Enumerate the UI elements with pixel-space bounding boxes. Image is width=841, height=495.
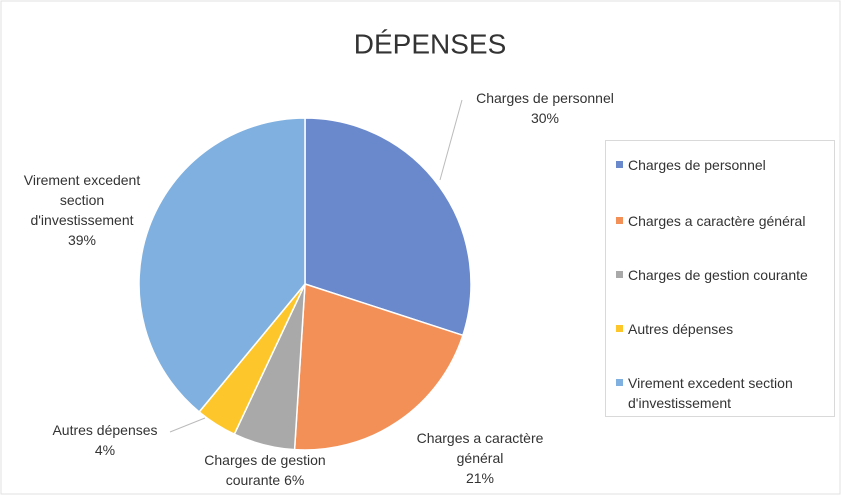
pie-slice (138, 117, 306, 413)
data-label: Virement excedent section d'investisseme… (17, 170, 147, 250)
data-label-name: Virement excedent section d'investisseme… (23, 172, 141, 228)
legend-item: Autres dépenses (616, 319, 831, 339)
legend-item: Virement excedent section d'investisseme… (616, 373, 831, 413)
data-label: Charges a caractère général 21% (410, 428, 550, 488)
legend-swatch (616, 379, 623, 386)
pie-slice (293, 282, 464, 451)
data-label-value: 21% (465, 470, 495, 486)
leader-line (169, 417, 206, 433)
legend-swatch (616, 161, 623, 168)
legend-swatch (616, 325, 623, 332)
legend-item: Charges de gestion courante (616, 265, 831, 285)
data-label: Autres dépenses 4% (40, 420, 170, 460)
data-label-name: Charges a caractère général (416, 430, 544, 466)
data-label-value: 6% (284, 472, 305, 488)
legend-swatch (616, 217, 623, 224)
data-label: Charges de gestion courante 6% (195, 450, 335, 490)
leader-line (439, 99, 463, 181)
legend: Charges de personnel Charges a caractère … (605, 140, 835, 417)
legend-text: Charges de personnel (628, 157, 766, 173)
data-label-value: 4% (94, 442, 116, 458)
chart-title: DÉPENSES (354, 28, 507, 59)
pie-slice (304, 117, 472, 337)
data-label-name: Autres dépenses (52, 422, 158, 438)
legend-swatch (616, 271, 623, 278)
data-label-value: 30% (530, 110, 560, 126)
legend-item: Charges de personnel (616, 155, 831, 175)
data-label: Charges de personnel 30% (470, 88, 620, 128)
legend-item: Charges a caractère général (616, 211, 831, 231)
legend-text: Virement excedent section d'investisseme… (628, 375, 793, 411)
data-label-value: 39% (67, 232, 97, 248)
data-label-name: Charges de personnel (476, 90, 614, 106)
data-label-name: Charges de gestion courante (204, 452, 326, 488)
legend-text: Autres dépenses (628, 321, 734, 337)
legend-text: Charges de gestion courante (628, 267, 808, 283)
legend-text: Charges a caractère général (628, 213, 806, 229)
